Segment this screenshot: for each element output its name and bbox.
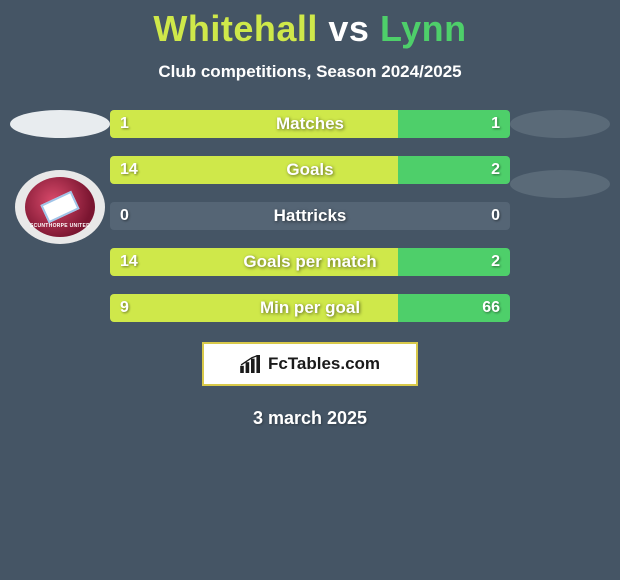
stat-value-left: 9 — [120, 299, 129, 317]
stat-row: 1 1 Matches — [110, 110, 510, 138]
comparison-panel: SCUNTHORPE UNITED 1 1 Matches 14 2 Goals 0 0 Hat… — [0, 110, 620, 429]
brand-text: FcTables.com — [268, 354, 380, 374]
stat-bar-right: 66 — [398, 294, 510, 322]
stat-row: 14 2 Goals per match — [110, 248, 510, 276]
bar-chart-icon — [240, 355, 262, 373]
crest-label: SCUNTHORPE UNITED — [30, 223, 90, 229]
stat-row: 0 0 Hattricks — [110, 202, 510, 230]
stat-label: Goals — [286, 160, 333, 180]
stat-label: Hattricks — [274, 206, 347, 226]
stat-bar-right: 0 — [398, 202, 510, 230]
stat-value-right: 66 — [482, 299, 500, 317]
left-team-crest: SCUNTHORPE UNITED — [15, 170, 105, 244]
title-left: Whitehall — [153, 8, 318, 49]
stat-bar-right: 1 — [398, 110, 510, 138]
left-team-logos: SCUNTHORPE UNITED — [10, 110, 110, 244]
stat-value-left: 14 — [120, 253, 138, 271]
stat-value-left: 1 — [120, 115, 129, 133]
stats-bars: 1 1 Matches 14 2 Goals 0 0 Hattricks 14 2 Goals per… — [110, 110, 510, 322]
page-title: Whitehall vs Lynn — [0, 0, 620, 50]
stat-value-right: 1 — [491, 115, 500, 133]
subtitle: Club competitions, Season 2024/2025 — [0, 62, 620, 82]
stat-label: Goals per match — [243, 252, 376, 272]
stat-label: Min per goal — [260, 298, 360, 318]
left-team-logo-1 — [10, 110, 110, 138]
right-team-logo-2 — [510, 170, 610, 198]
crest-flag-icon — [40, 191, 79, 223]
stat-bar-right: 2 — [398, 156, 510, 184]
stat-value-right: 0 — [491, 207, 500, 225]
right-team-logo-1 — [510, 110, 610, 138]
stat-value-right: 2 — [491, 253, 500, 271]
crest-graphic: SCUNTHORPE UNITED — [25, 177, 95, 237]
stat-bar-left: 1 — [110, 110, 398, 138]
stat-row: 9 66 Min per goal — [110, 294, 510, 322]
stat-value-left: 14 — [120, 161, 138, 179]
stat-bar-left: 0 — [110, 202, 398, 230]
title-right: Lynn — [380, 8, 467, 49]
right-team-logos — [510, 110, 610, 198]
brand-badge[interactable]: FcTables.com — [202, 342, 418, 386]
stat-bar-left: 14 — [110, 156, 398, 184]
stat-label: Matches — [276, 114, 344, 134]
title-vs: vs — [328, 8, 369, 49]
footer-date: 3 march 2025 — [0, 408, 620, 429]
stat-bar-right: 2 — [398, 248, 510, 276]
stat-value-left: 0 — [120, 207, 129, 225]
stat-value-right: 2 — [491, 161, 500, 179]
stat-row: 14 2 Goals — [110, 156, 510, 184]
